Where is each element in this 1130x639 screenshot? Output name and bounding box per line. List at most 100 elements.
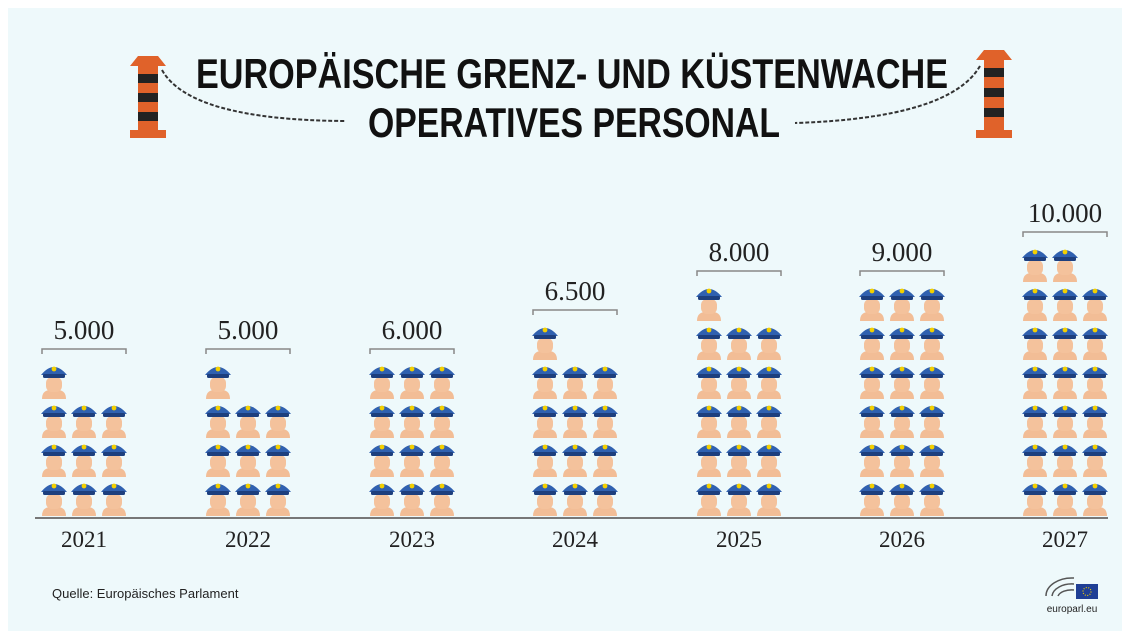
- officer-badge: [82, 484, 87, 489]
- officer-cap-band: [758, 413, 780, 417]
- source: Quelle: Europäisches Parlament: [52, 586, 239, 601]
- officer-badge: [1093, 484, 1098, 489]
- officer-badge: [543, 406, 548, 411]
- officer-badge: [870, 328, 875, 333]
- officer-badge: [573, 406, 578, 411]
- officer-badge: [900, 445, 905, 450]
- officer-badge: [930, 328, 935, 333]
- officer-face: [894, 338, 910, 353]
- officer-cap-band: [698, 452, 720, 456]
- officer-face: [924, 299, 940, 314]
- officer-badge: [52, 406, 57, 411]
- officer-face: [46, 494, 62, 509]
- officer-face: [210, 455, 226, 470]
- officer-face: [924, 494, 940, 509]
- officer-face: [1027, 299, 1043, 314]
- value-label: 5.000: [218, 315, 279, 345]
- officer-badge: [573, 484, 578, 489]
- officer-cap-band: [728, 452, 750, 456]
- officer-face: [46, 377, 62, 392]
- officer-badge: [1093, 289, 1098, 294]
- officer-badge: [737, 484, 742, 489]
- officer-cap-band: [594, 491, 616, 495]
- officer-cap-band: [1084, 296, 1106, 300]
- officer-cap-band: [728, 413, 750, 417]
- officer-face: [404, 416, 420, 431]
- officer-badge: [1063, 445, 1068, 450]
- officer-cap-band: [401, 491, 423, 495]
- officer-face: [597, 494, 613, 509]
- officer-face: [404, 494, 420, 509]
- officer-face: [1057, 455, 1073, 470]
- officer-badge: [246, 406, 251, 411]
- officer-badge: [707, 406, 712, 411]
- officer-face: [46, 455, 62, 470]
- officer-face: [761, 338, 777, 353]
- officer-face: [701, 455, 717, 470]
- officer-face: [864, 416, 880, 431]
- officer-cap-band: [891, 296, 913, 300]
- officer-face: [567, 455, 583, 470]
- officer-face: [731, 377, 747, 392]
- officer-badge: [707, 484, 712, 489]
- officer-cap-band: [861, 413, 883, 417]
- officer-face: [537, 455, 553, 470]
- officer-cap-band: [594, 452, 616, 456]
- officer-cap-band: [891, 335, 913, 339]
- officer-badge: [380, 406, 385, 411]
- officer-face: [404, 377, 420, 392]
- officer-badge: [216, 367, 221, 372]
- officer-face: [924, 338, 940, 353]
- officer-cap-band: [891, 491, 913, 495]
- officer-badge: [707, 367, 712, 372]
- officer-face: [374, 494, 390, 509]
- officer-badge: [1063, 250, 1068, 255]
- officer-cap-band: [401, 413, 423, 417]
- officer-cap-band: [728, 335, 750, 339]
- officer-badge: [767, 484, 772, 489]
- officer-cap-band: [1024, 257, 1046, 261]
- officer-face: [731, 455, 747, 470]
- officer-badge: [1093, 445, 1098, 450]
- officer-cap-band: [698, 296, 720, 300]
- officer-face: [864, 377, 880, 392]
- officer-face: [731, 416, 747, 431]
- officer-cap-band: [698, 413, 720, 417]
- chart-subtitle: OPERATIVES PERSONAL: [368, 99, 780, 146]
- officer-badge: [440, 484, 445, 489]
- officer-cap-band: [207, 491, 229, 495]
- officer-face: [701, 338, 717, 353]
- officer-face: [434, 377, 450, 392]
- officer-badge: [603, 484, 608, 489]
- officer-cap-band: [921, 374, 943, 378]
- officer-badge: [82, 445, 87, 450]
- officer-cap-band: [921, 452, 943, 456]
- officer-badge: [1063, 484, 1068, 489]
- officer-badge: [1033, 328, 1038, 333]
- officer-cap-band: [921, 296, 943, 300]
- officer-face: [1087, 338, 1103, 353]
- officer-badge: [870, 445, 875, 450]
- officer-badge: [1033, 406, 1038, 411]
- officer-face: [46, 416, 62, 431]
- officer-cap-band: [401, 374, 423, 378]
- officer-face: [1057, 416, 1073, 431]
- officer-face: [1027, 338, 1043, 353]
- officer-cap-band: [891, 413, 913, 417]
- officer-face: [924, 377, 940, 392]
- logo-text: europarl.eu: [1047, 604, 1098, 615]
- officer-face: [1087, 494, 1103, 509]
- officer-face: [434, 494, 450, 509]
- officer-badge: [900, 484, 905, 489]
- officer-cap-band: [267, 413, 289, 417]
- officer-face: [567, 377, 583, 392]
- officer-face: [537, 416, 553, 431]
- officer-badge: [930, 445, 935, 450]
- officer-badge: [900, 367, 905, 372]
- officer-face: [374, 416, 390, 431]
- officer-face: [76, 455, 92, 470]
- officer-face: [597, 455, 613, 470]
- officer-cap-band: [861, 335, 883, 339]
- officer-badge: [1033, 484, 1038, 489]
- officer-face: [731, 494, 747, 509]
